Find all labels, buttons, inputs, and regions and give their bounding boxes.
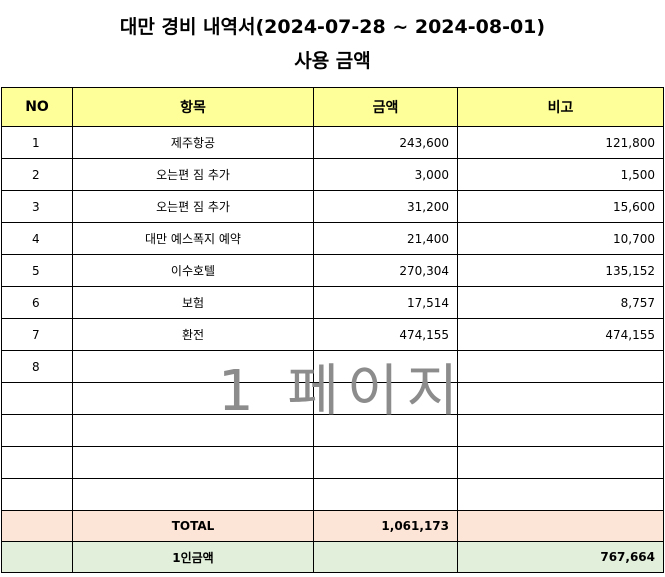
- per-person-blank-cell[interactable]: [1, 541, 73, 573]
- cell-note[interactable]: 15,600: [457, 190, 664, 223]
- cell-amount[interactable]: [313, 446, 458, 479]
- cell-amount[interactable]: 474,155: [313, 318, 458, 351]
- cell-no[interactable]: [1, 414, 73, 447]
- cell-no[interactable]: 8: [1, 350, 73, 383]
- cell-note[interactable]: [457, 446, 664, 479]
- cell-amount[interactable]: 31,200: [313, 190, 458, 223]
- document-title: 대만 경비 내역서(2024-07-28 ~ 2024-08-01): [119, 16, 546, 38]
- total-blank-cell[interactable]: [1, 510, 73, 542]
- per-person-label[interactable]: 1인금액: [72, 541, 314, 573]
- total-row: TOTAL 1,061,173: [1, 510, 664, 542]
- table-row: 5 이수호텔 270,304 135,152: [1, 254, 664, 287]
- cell-item[interactable]: 이수호텔: [72, 254, 314, 287]
- cell-no[interactable]: 2: [1, 158, 73, 191]
- table-row: 4 대만 예스폭지 예약 21,400 10,700: [1, 222, 664, 255]
- cell-note[interactable]: [457, 414, 664, 447]
- cell-note[interactable]: 1,500: [457, 158, 664, 191]
- table-row: 3 오는편 짐 추가 31,200 15,600: [1, 190, 664, 223]
- cell-amount[interactable]: 17,514: [313, 286, 458, 319]
- cell-note[interactable]: 135,152: [457, 254, 664, 287]
- cell-item[interactable]: 보험: [72, 286, 314, 319]
- cell-no[interactable]: [1, 446, 73, 479]
- header-no[interactable]: NO: [1, 87, 73, 127]
- cell-amount[interactable]: 21,400: [313, 222, 458, 255]
- table-row: 8: [1, 350, 664, 383]
- cell-item[interactable]: [72, 382, 314, 415]
- cell-note[interactable]: [457, 478, 664, 511]
- total-amount[interactable]: 1,061,173: [313, 510, 458, 542]
- cell-note[interactable]: [457, 350, 664, 383]
- cell-no[interactable]: 3: [1, 190, 73, 223]
- expense-table: NO 항목 금액 비고 1 제주항공 243,600 121,800 2 오는편…: [1, 87, 664, 573]
- header-amount[interactable]: 금액: [313, 87, 458, 127]
- cell-item[interactable]: 제주항공: [72, 126, 314, 159]
- cell-item[interactable]: 오는편 짐 추가: [72, 190, 314, 223]
- header-note[interactable]: 비고: [457, 87, 664, 127]
- cell-no[interactable]: [1, 478, 73, 511]
- document-subtitle: 사용 금액: [294, 50, 371, 72]
- table-row: [1, 414, 664, 447]
- per-person-amount[interactable]: 767,664: [457, 541, 664, 573]
- cell-amount[interactable]: [313, 350, 458, 383]
- cell-no[interactable]: 7: [1, 318, 73, 351]
- table-row: [1, 446, 664, 479]
- cell-item[interactable]: 대만 예스폭지 예약: [72, 222, 314, 255]
- total-label[interactable]: TOTAL: [72, 510, 314, 542]
- cell-amount[interactable]: 270,304: [313, 254, 458, 287]
- header-row: NO 항목 금액 비고: [1, 87, 664, 127]
- cell-item[interactable]: [72, 414, 314, 447]
- cell-item[interactable]: [72, 350, 314, 383]
- per-person-row: 1인금액 767,664: [1, 541, 664, 573]
- cell-note[interactable]: 121,800: [457, 126, 664, 159]
- cell-amount[interactable]: [313, 478, 458, 511]
- table-row: 7 환전 474,155 474,155: [1, 318, 664, 351]
- cell-item[interactable]: 오는편 짐 추가: [72, 158, 314, 191]
- cell-amount[interactable]: 3,000: [313, 158, 458, 191]
- cell-no[interactable]: 4: [1, 222, 73, 255]
- cell-amount[interactable]: 243,600: [313, 126, 458, 159]
- table-row: 2 오는편 짐 추가 3,000 1,500: [1, 158, 664, 191]
- total-note-cell[interactable]: [457, 510, 664, 542]
- cell-note[interactable]: [457, 382, 664, 415]
- cell-amount[interactable]: [313, 382, 458, 415]
- per-person-amount-cell[interactable]: [313, 541, 458, 573]
- cell-amount[interactable]: [313, 414, 458, 447]
- table-row: 1 제주항공 243,600 121,800: [1, 126, 664, 159]
- cell-note[interactable]: 474,155: [457, 318, 664, 351]
- cell-no[interactable]: 6: [1, 286, 73, 319]
- header-item[interactable]: 항목: [72, 87, 314, 127]
- cell-item[interactable]: [72, 478, 314, 511]
- table-row: [1, 382, 664, 415]
- cell-no[interactable]: 5: [1, 254, 73, 287]
- cell-note[interactable]: 10,700: [457, 222, 664, 255]
- cell-no[interactable]: 1: [1, 126, 73, 159]
- cell-no[interactable]: [1, 382, 73, 415]
- table-row: 6 보험 17,514 8,757: [1, 286, 664, 319]
- cell-item[interactable]: [72, 446, 314, 479]
- cell-item[interactable]: 환전: [72, 318, 314, 351]
- table-row: [1, 478, 664, 511]
- cell-note[interactable]: 8,757: [457, 286, 664, 319]
